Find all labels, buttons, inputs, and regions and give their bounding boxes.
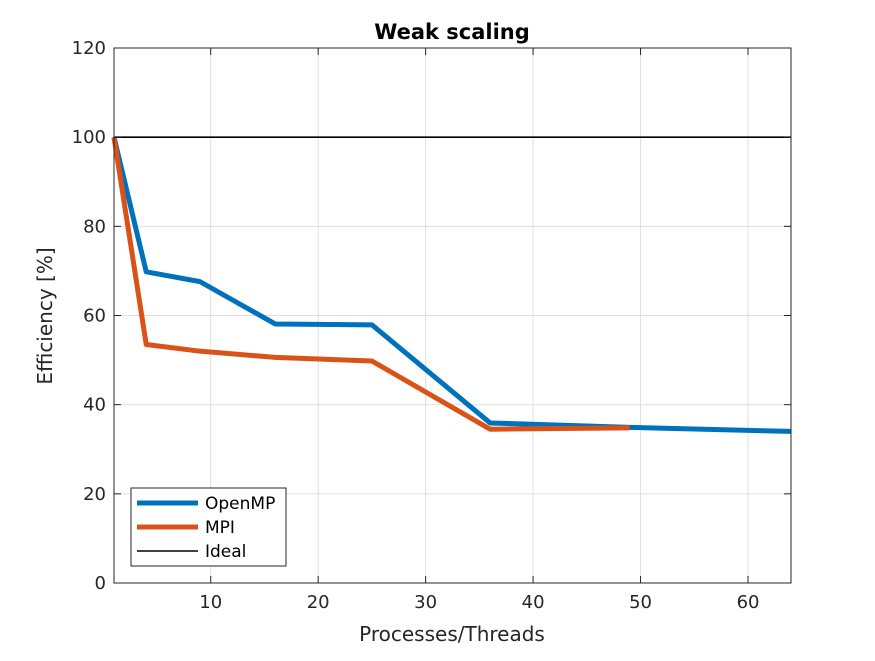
legend: OpenMP MPI Ideal <box>130 487 287 567</box>
legend-label-ideal: Ideal <box>205 542 246 562</box>
chart-title: Weak scaling <box>374 20 530 44</box>
y-tick-label: 40 <box>83 395 106 416</box>
x-axis-label: Processes/Threads <box>359 622 545 646</box>
legend-label-openmp: OpenMP <box>205 494 275 514</box>
x-tick-label: 60 <box>737 592 760 613</box>
y-tick-label: 120 <box>72 38 106 59</box>
y-tick-label: 0 <box>95 573 106 594</box>
series-layer <box>111 136 792 434</box>
x-tick-label: 40 <box>522 592 545 613</box>
x-tick-label: 30 <box>414 592 437 613</box>
legend-label-mpi: MPI <box>205 518 235 538</box>
y-axis-label: Efficiency [%] <box>33 247 57 384</box>
x-tick-label: 10 <box>199 592 222 613</box>
x-tick-label: 50 <box>629 592 652 613</box>
y-tick-label: 100 <box>72 127 106 148</box>
y-tick-label: 20 <box>83 484 106 505</box>
y-tick-label: 80 <box>83 216 106 237</box>
axis-ticks: 10 20 30 40 50 60 0 20 40 60 80 100 120 <box>72 38 791 613</box>
y-tick-label: 60 <box>83 306 106 327</box>
series-line-mpi <box>111 136 630 432</box>
x-tick-label: 20 <box>307 592 330 613</box>
